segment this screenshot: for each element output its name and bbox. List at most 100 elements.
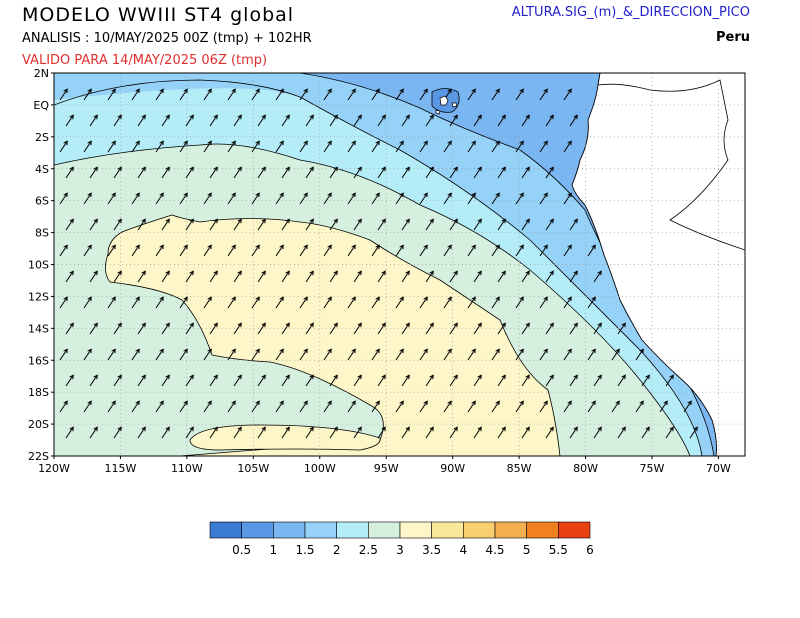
direction-arrow [401, 426, 410, 439]
lon-label: 90W [440, 462, 465, 475]
direction-arrow [257, 322, 266, 335]
direction-arrow [113, 270, 122, 283]
direction-arrow [155, 348, 164, 361]
direction-arrow [443, 140, 452, 153]
legend-swatch [431, 521, 464, 539]
legend-label: 5 [523, 543, 531, 557]
direction-arrow [569, 218, 578, 231]
direction-arrow [347, 88, 356, 101]
direction-arrow [209, 322, 218, 335]
direction-arrow [401, 166, 410, 179]
direction-arrow [665, 374, 674, 387]
direction-arrow [521, 374, 530, 387]
direction-arrow [539, 140, 548, 153]
direction-arrow [185, 426, 194, 439]
direction-arrow [203, 244, 212, 257]
direction-arrow [347, 348, 356, 361]
direction-arrow [203, 88, 212, 101]
direction-arrow [371, 244, 380, 257]
direction-arrow [371, 192, 380, 205]
legend-swatch [463, 521, 496, 539]
direction-arrow [137, 322, 146, 335]
direction-arrow [521, 114, 530, 127]
direction-arrow [257, 218, 266, 231]
direction-arrow [329, 426, 338, 439]
direction-arrow [539, 348, 548, 361]
direction-arrow [497, 374, 506, 387]
direction-arrow [371, 140, 380, 153]
direction-arrow [209, 166, 218, 179]
direction-arrow [593, 322, 602, 335]
direction-arrow [275, 140, 284, 153]
direction-arrow [59, 88, 68, 101]
legend-label: 1 [270, 543, 278, 557]
legend-label: 1.5 [295, 543, 314, 557]
direction-arrow [155, 244, 164, 257]
direction-arrow [329, 270, 338, 283]
direction-arrow [593, 270, 602, 283]
valid-time: VALIDO PARA 14/MAY/2025 06Z (tmp) [22, 53, 268, 68]
lat-label: 4S [35, 163, 49, 176]
lon-label: 95W [374, 462, 399, 475]
lon-label: 105W [237, 462, 269, 475]
legend-label: 3.5 [422, 543, 441, 557]
direction-arrow [395, 348, 404, 361]
direction-arrow [491, 348, 500, 361]
direction-arrow [473, 114, 482, 127]
direction-arrow [257, 114, 266, 127]
direction-arrow [521, 218, 530, 231]
direction-arrow [419, 244, 428, 257]
direction-arrow [545, 166, 554, 179]
direction-arrow [281, 218, 290, 231]
legend-label: 0.5 [232, 543, 251, 557]
direction-arrow [539, 244, 548, 257]
peru-border [597, 79, 745, 251]
direction-arrow [419, 400, 428, 413]
direction-arrow [545, 426, 554, 439]
variable-name: ALTURA.SIG_(m)_&_DIRECCION_PICO [511, 5, 750, 20]
direction-arrow [395, 192, 404, 205]
direction-arrow [569, 374, 578, 387]
direction-arrow [251, 192, 260, 205]
direction-arrow [425, 374, 434, 387]
direction-arrow [155, 140, 164, 153]
direction-arrow [467, 296, 476, 309]
lon-label: 70W [706, 462, 731, 475]
direction-arrow [299, 296, 308, 309]
direction-arrow [131, 244, 140, 257]
direction-arrow [89, 218, 98, 231]
legend-label: 4.5 [485, 543, 504, 557]
direction-arrow [185, 322, 194, 335]
direction-arrow [491, 244, 500, 257]
direction-arrow [281, 166, 290, 179]
direction-arrow [137, 270, 146, 283]
direction-arrow [275, 244, 284, 257]
legend-swatch [526, 521, 559, 539]
legend-swatch [273, 521, 306, 539]
direction-arrow [467, 140, 476, 153]
direction-arrow [161, 114, 170, 127]
direction-arrow [371, 88, 380, 101]
direction-arrow [377, 322, 386, 335]
direction-arrow [233, 322, 242, 335]
direction-arrow [617, 322, 626, 335]
legend-swatch [368, 521, 401, 539]
lat-label: 18S [28, 386, 49, 399]
direction-arrow [137, 426, 146, 439]
direction-arrow [299, 244, 308, 257]
legend-swatch [209, 521, 242, 539]
lon-label: 110W [171, 462, 203, 475]
legend-swatch [494, 521, 527, 539]
direction-arrow [563, 88, 572, 101]
direction-arrow [89, 374, 98, 387]
direction-arrow [89, 322, 98, 335]
direction-arrow [227, 244, 236, 257]
contour-2p5 [54, 143, 691, 456]
legend-label: 5.5 [549, 543, 568, 557]
lon-label: 80W [573, 462, 598, 475]
lon-label: 120W [38, 462, 70, 475]
direction-arrow [299, 88, 308, 101]
direction-arrow [329, 374, 338, 387]
direction-arrow [497, 322, 506, 335]
direction-arrow [353, 270, 362, 283]
